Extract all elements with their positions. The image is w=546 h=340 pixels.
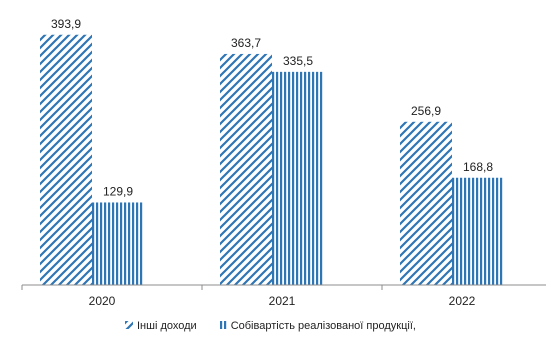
- bar-2021-series-1: [220, 53, 272, 286]
- legend-label-series-1: Інші доходи: [137, 320, 197, 332]
- legend-label-series-2: Собівартість реалізованої продукції,: [231, 320, 416, 332]
- data-labels-layer: 393,9 129,9 363,7 335,5 256,9 168,8: [51, 17, 493, 199]
- data-label-2021-series-1: 363,7: [231, 36, 261, 50]
- x-axis: 2020 2021 2022: [21, 284, 546, 308]
- bar-2021-series-2: [272, 71, 324, 285]
- legend: Інші доходи Собівартість реалізованої про…: [125, 320, 416, 332]
- data-label-2022-series-2: 168,8: [463, 160, 493, 174]
- x-tick-label-2021: 2021: [269, 294, 296, 308]
- bar-2020-series-2: [92, 202, 144, 285]
- bar-2022-series-2: [452, 177, 504, 285]
- x-tick-label-2020: 2020: [89, 294, 116, 308]
- bar-2022-series-1: [400, 121, 452, 285]
- legend-swatch-series-2: [218, 321, 227, 329]
- bars-layer: [40, 34, 504, 286]
- x-tick-label-2022: 2022: [449, 294, 476, 308]
- legend-swatch-series-1: [125, 321, 133, 329]
- data-label-2020-series-2: 129,9: [103, 184, 133, 198]
- data-label-2020-series-1: 393,9: [51, 17, 81, 31]
- data-label-2021-series-2: 335,5: [283, 54, 313, 68]
- bar-2020-series-1: [40, 34, 92, 286]
- data-label-2022-series-1: 256,9: [411, 104, 441, 118]
